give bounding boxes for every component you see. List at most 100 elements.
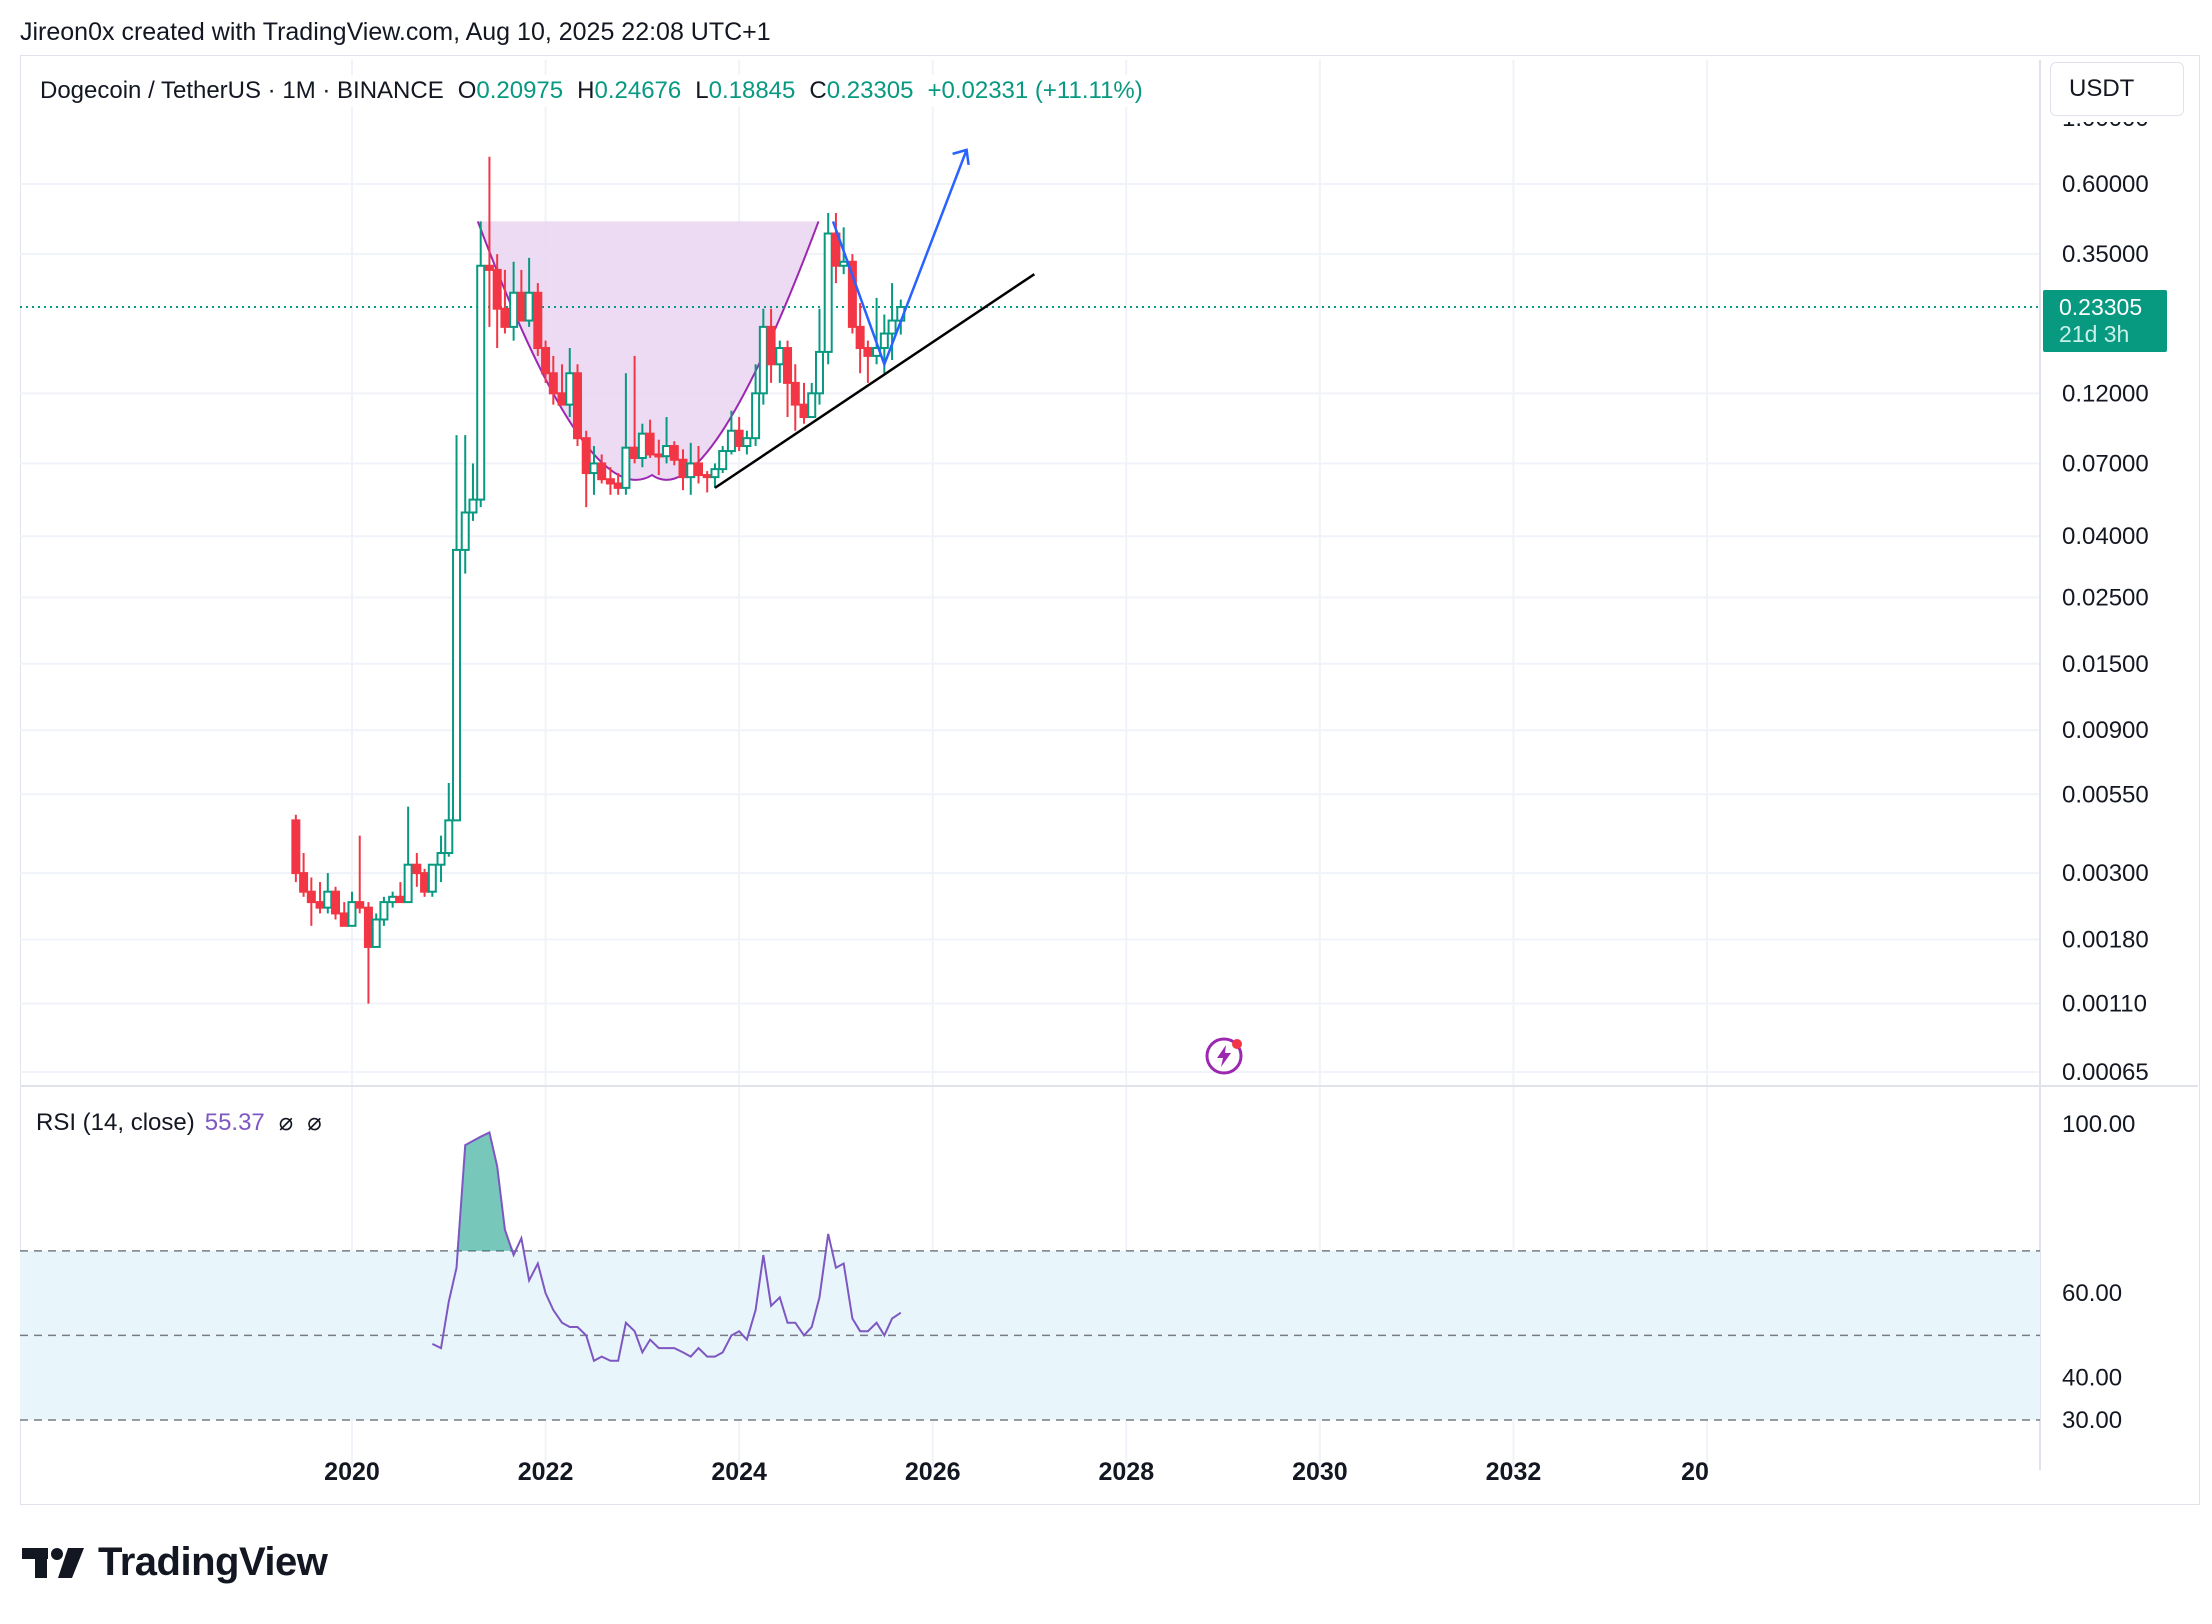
- candle: [847, 254, 857, 334]
- candle-body: [766, 325, 776, 366]
- candle-body: [831, 232, 841, 267]
- candle: [783, 340, 793, 418]
- candle-body: [299, 872, 309, 893]
- candle-body: [468, 498, 478, 514]
- candle-body: [500, 307, 510, 328]
- price-axis-label: 0.01500: [2062, 651, 2149, 678]
- symbol-name[interactable]: Dogecoin / TetherUS · 1M · BINANCE: [40, 77, 444, 104]
- rsi-line: [431, 1131, 902, 1363]
- cup-shape-fill: [477, 221, 819, 480]
- candle: [831, 213, 841, 284]
- candle-body: [541, 347, 551, 375]
- candle: [710, 463, 720, 488]
- candle: [863, 340, 873, 383]
- candle-body: [814, 350, 824, 395]
- candle: [315, 882, 325, 914]
- candle: [605, 467, 615, 495]
- low-label: L: [695, 77, 709, 104]
- candle: [355, 835, 365, 914]
- rsi-overbought-fill: [456, 1132, 514, 1251]
- flash-alert-icon[interactable]: [1204, 1036, 1244, 1076]
- candle-body: [524, 291, 534, 322]
- candle-body: [565, 372, 575, 406]
- candle-body: [726, 429, 736, 453]
- candle-body: [412, 863, 422, 875]
- candle-body: [678, 458, 688, 479]
- time-axis-label: 2028: [1098, 1458, 1154, 1486]
- currency-button[interactable]: USDT: [2050, 62, 2184, 116]
- candle-body: [516, 291, 526, 322]
- candle-body: [420, 872, 430, 893]
- candle-body: [863, 347, 873, 357]
- candle: [339, 902, 349, 927]
- candle-body: [355, 901, 365, 909]
- close-value: 0.23305: [826, 77, 914, 104]
- candle-body: [444, 819, 454, 855]
- attribution-text: Jireon0x created with TradingView.com, A…: [20, 18, 771, 46]
- candle-body: [379, 901, 389, 921]
- price-axis-label: 0.00900: [2062, 717, 2149, 744]
- price-axis-label: 0.00110: [2062, 991, 2147, 1018]
- candle-body: [484, 264, 494, 271]
- candle: [492, 254, 502, 349]
- candle: [645, 419, 655, 458]
- candle: [363, 902, 373, 1004]
- candle: [597, 454, 607, 484]
- candle: [371, 913, 381, 948]
- change-value: +0.02331 (+11.11%): [927, 77, 1143, 104]
- candle-body: [492, 268, 502, 310]
- candle-body: [306, 890, 316, 904]
- candle: [306, 877, 316, 926]
- candle-body: [710, 468, 720, 479]
- candle: [669, 441, 679, 466]
- candle-body: [630, 446, 640, 459]
- hide-icon[interactable]: ⌀: [278, 1109, 294, 1136]
- price-axis-label: 0.04000: [2062, 523, 2149, 550]
- candle-body: [823, 232, 833, 353]
- candle-body: [621, 446, 631, 489]
- close-label: C: [809, 77, 827, 104]
- candle-body: [879, 332, 889, 350]
- candle: [807, 382, 817, 419]
- candle: [751, 364, 761, 447]
- price-axis-label: 0.00065: [2062, 1059, 2149, 1086]
- candle: [323, 873, 333, 914]
- candle-body: [702, 474, 712, 479]
- candle: [621, 373, 631, 495]
- rsi-label[interactable]: RSI (14, close): [36, 1109, 195, 1136]
- candle: [468, 463, 478, 521]
- price-axis-label: 0.07000: [2062, 450, 2149, 477]
- candle-body: [807, 392, 817, 419]
- candle: [420, 868, 430, 897]
- candle-body: [790, 381, 800, 406]
- candle-body: [662, 445, 672, 458]
- candle: [347, 891, 357, 927]
- open-label: O: [457, 77, 477, 104]
- settings-icon[interactable]: ⌀: [307, 1109, 322, 1136]
- bar-countdown: 21d 3h: [2059, 321, 2130, 347]
- time-axis-label: 2024: [711, 1458, 767, 1486]
- rsi-axis-label: 100.00: [2062, 1111, 2135, 1138]
- candle: [548, 355, 558, 405]
- last-price-tag: 0.23305 21d 3h: [2043, 290, 2167, 352]
- symbol-legend: Dogecoin / TetherUS · 1M · BINANCE O0.209…: [36, 75, 1147, 107]
- projection-arrow-line: [831, 149, 968, 368]
- high-label: H: [577, 77, 595, 104]
- candle-body: [799, 403, 809, 419]
- time-axis-label: 2026: [905, 1458, 961, 1486]
- candle-body: [605, 478, 615, 485]
- candle: [388, 891, 398, 908]
- candle-body: [363, 906, 373, 948]
- tradingview-brand[interactable]: TradingView: [22, 1540, 328, 1585]
- price-axis-label: 0.00300: [2062, 860, 2149, 887]
- price-axis-label: 0.00550: [2062, 781, 2149, 808]
- candle-body: [452, 548, 462, 822]
- rsi-axis-label: 60.00: [2062, 1280, 2122, 1307]
- candle: [823, 213, 833, 365]
- candle-body: [839, 260, 849, 267]
- candle-body: [403, 863, 413, 904]
- rsi-axis-label: 40.00: [2062, 1365, 2122, 1392]
- price-axis-label: 0.12000: [2062, 380, 2149, 407]
- tradingview-logo-icon: [22, 1547, 84, 1578]
